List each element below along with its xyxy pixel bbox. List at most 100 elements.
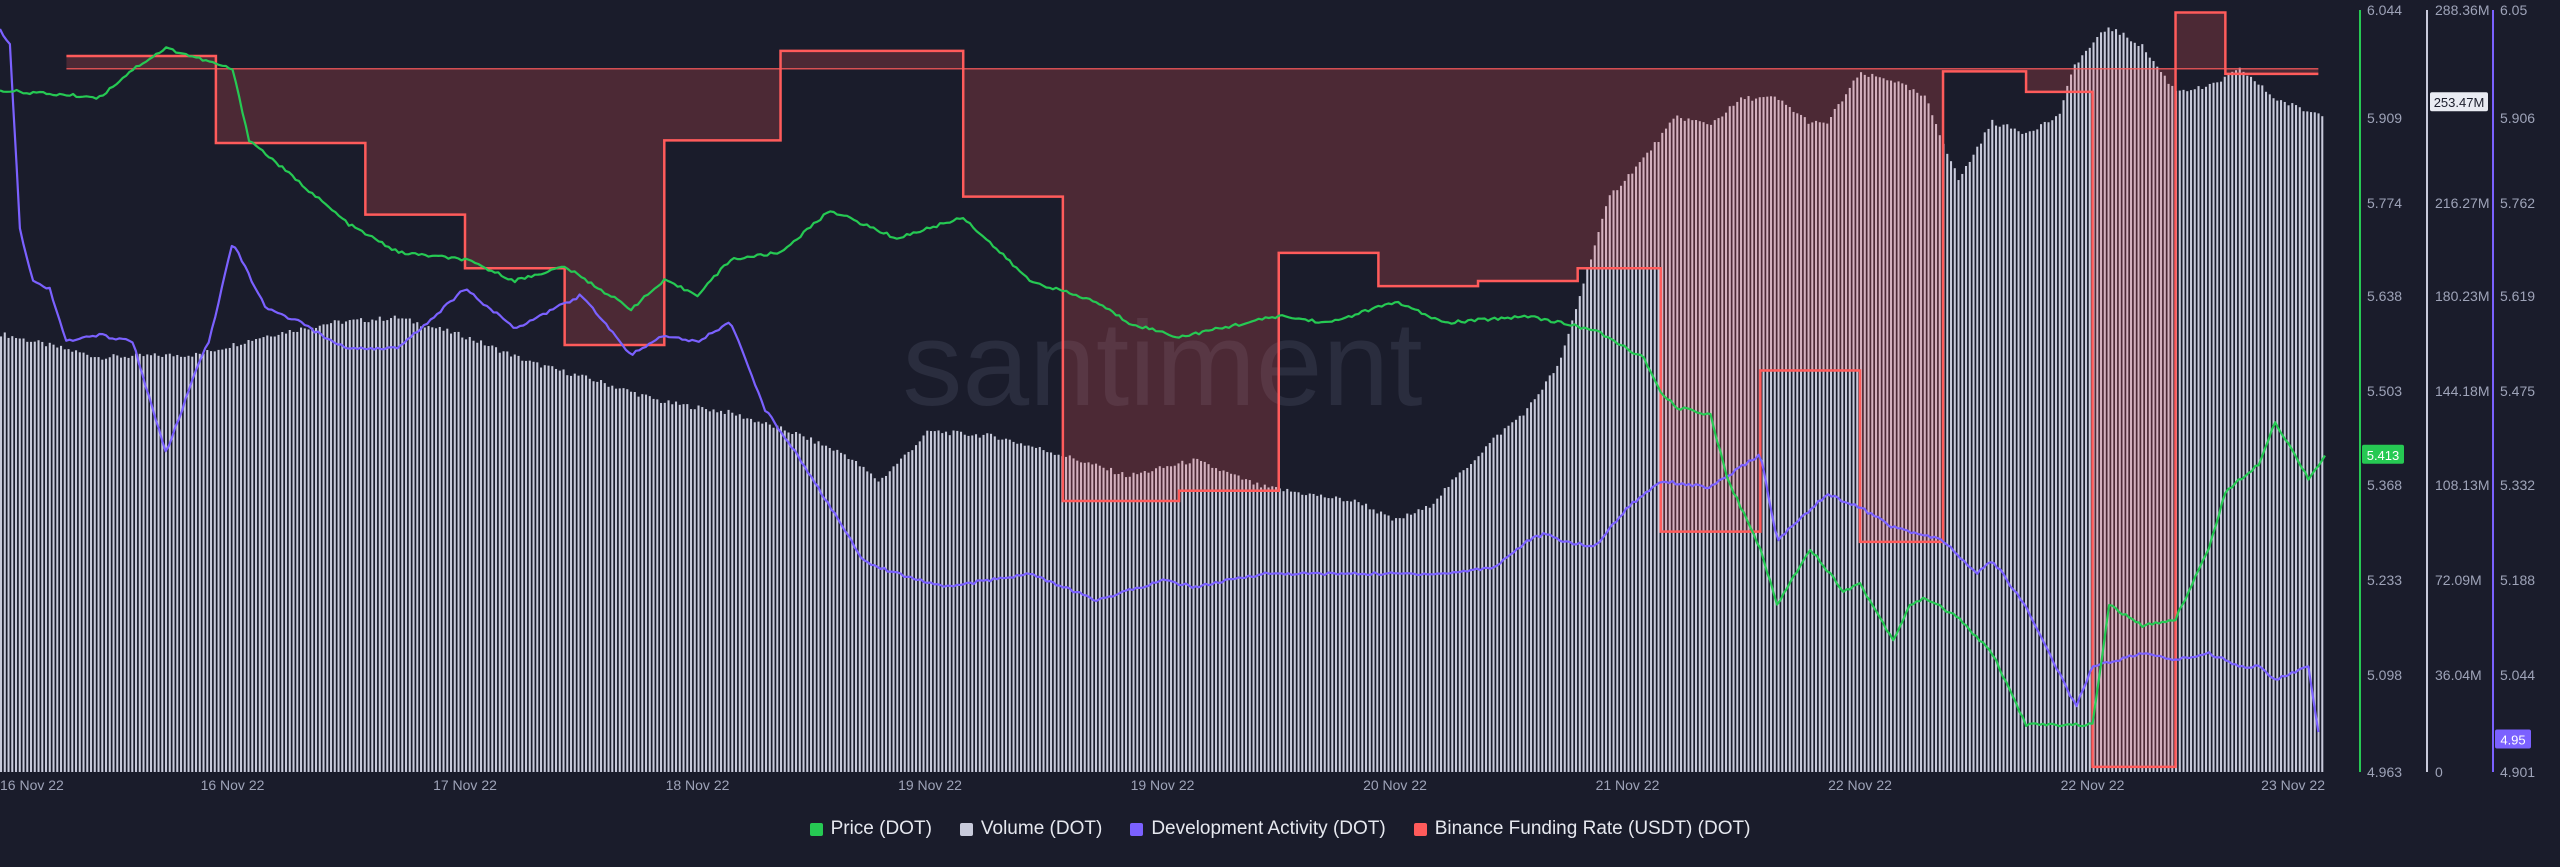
volume-bar [1140, 472, 1143, 772]
volume-bar [1185, 464, 1188, 772]
volume-bar [783, 430, 786, 772]
volume-bar [1683, 120, 1686, 772]
volume-bar [386, 320, 389, 772]
volume-bar [93, 357, 96, 772]
volume-bar [1927, 103, 1930, 772]
volume-bar [1676, 115, 1679, 772]
volume-bar [1545, 381, 1548, 772]
volume-bar [142, 356, 145, 772]
volume-bar [630, 391, 633, 772]
x-axis-tick-label: 22 Nov 22 [1828, 777, 1892, 793]
legend-item-funding[interactable]: Binance Funding Rate (USDT) (DOT) [1413, 818, 1750, 840]
volume-bar [2047, 122, 2050, 772]
volume-bar [1327, 498, 1330, 772]
legend-item-price[interactable]: Price (DOT) [809, 818, 932, 840]
volume-bar [60, 345, 63, 772]
price-line[interactable] [0, 46, 2326, 728]
volume-bar [153, 353, 156, 772]
volume-bar [547, 365, 550, 772]
volume-bar [2073, 64, 2076, 773]
volume-bar [1458, 472, 1461, 772]
volume-bar [435, 328, 438, 772]
volume-bar [1106, 470, 1109, 772]
volume-bar [971, 435, 974, 772]
volume-bar [1436, 498, 1439, 772]
volume-bar [1001, 439, 1004, 772]
volume-bar [1230, 473, 1233, 772]
volume-bar [2156, 66, 2159, 773]
volume-bar [146, 354, 149, 772]
dev-activity-axis-tick-label: 5.475 [2500, 383, 2535, 399]
volume-bar [1672, 118, 1675, 772]
volume-bar [738, 414, 741, 772]
volume-bar [956, 430, 959, 772]
dev-activity-line[interactable] [0, 28, 2320, 733]
volume-bar [97, 357, 100, 772]
volume-bar [562, 369, 565, 772]
volume-bar [1743, 99, 1746, 772]
volume-bar [116, 355, 119, 772]
volume-bar [1031, 446, 1034, 772]
volume-bar [495, 347, 498, 772]
volume-bar [1076, 460, 1079, 772]
volume-bar [810, 437, 813, 772]
volume-bar [1147, 472, 1150, 772]
volume-bar [1732, 105, 1735, 773]
volume-bar [772, 427, 775, 772]
volume-bar [1916, 92, 1919, 773]
volume-bar [1552, 373, 1555, 772]
funding-rate-line[interactable] [66, 11, 2319, 769]
volume-bar [1507, 425, 1510, 772]
volume-bar [303, 328, 306, 772]
volume-bar [1338, 497, 1341, 772]
volume-bar [1323, 497, 1326, 772]
volume-bar [1500, 434, 1503, 772]
volume-bar [2058, 113, 2061, 772]
volume-bar [180, 356, 183, 772]
volume-bar [2205, 86, 2208, 773]
volume-bar [2193, 89, 2196, 773]
volume-bar [2096, 37, 2099, 773]
volume-bar [2223, 76, 2226, 773]
volume-bar [2066, 85, 2069, 772]
legend-item-dev-activity[interactable]: Development Activity (DOT) [1130, 818, 1386, 840]
volume-bar [1620, 185, 1623, 773]
volume-bar [131, 355, 134, 772]
volume-bar [1042, 450, 1045, 772]
legend-item-volume[interactable]: Volume (DOT) [959, 818, 1102, 840]
volume-bar [1301, 494, 1304, 772]
volume-bar [1526, 408, 1529, 772]
volume-bar [1005, 438, 1008, 772]
volume-bar [1095, 463, 1098, 772]
volume-bar [581, 374, 584, 772]
volume-bar [2021, 133, 2024, 772]
volume-bar [1736, 101, 1739, 773]
volume-bar [656, 399, 659, 772]
volume-bar [281, 332, 284, 772]
volume-bar [228, 347, 231, 772]
volume-bar [566, 375, 569, 772]
volume-bar [258, 338, 261, 772]
volume-bar [1668, 122, 1671, 772]
volume-bar [1867, 76, 1870, 773]
volume-bar [1893, 82, 1896, 772]
volume-bar [2298, 107, 2301, 773]
volume-bar [1252, 484, 1255, 772]
volume-bar [1845, 94, 1848, 773]
volume-bar [663, 402, 666, 772]
volume-bar [2013, 128, 2016, 773]
volume-bar [1713, 120, 1716, 773]
volume-bar [1567, 333, 1570, 772]
volume-bar [2302, 111, 2305, 773]
volume-bar [296, 331, 299, 772]
volume-axis-tick-label: 288.36M [2435, 2, 2489, 18]
volume-bar [821, 445, 824, 772]
price-axis-tick-label: 5.233 [2367, 572, 2402, 588]
volume-bar [423, 327, 426, 772]
volume-bar [427, 326, 430, 772]
volume-bar [112, 354, 115, 772]
volume-bar [603, 383, 606, 772]
volume-bar [1976, 146, 1979, 772]
volume-bar [7, 337, 10, 772]
